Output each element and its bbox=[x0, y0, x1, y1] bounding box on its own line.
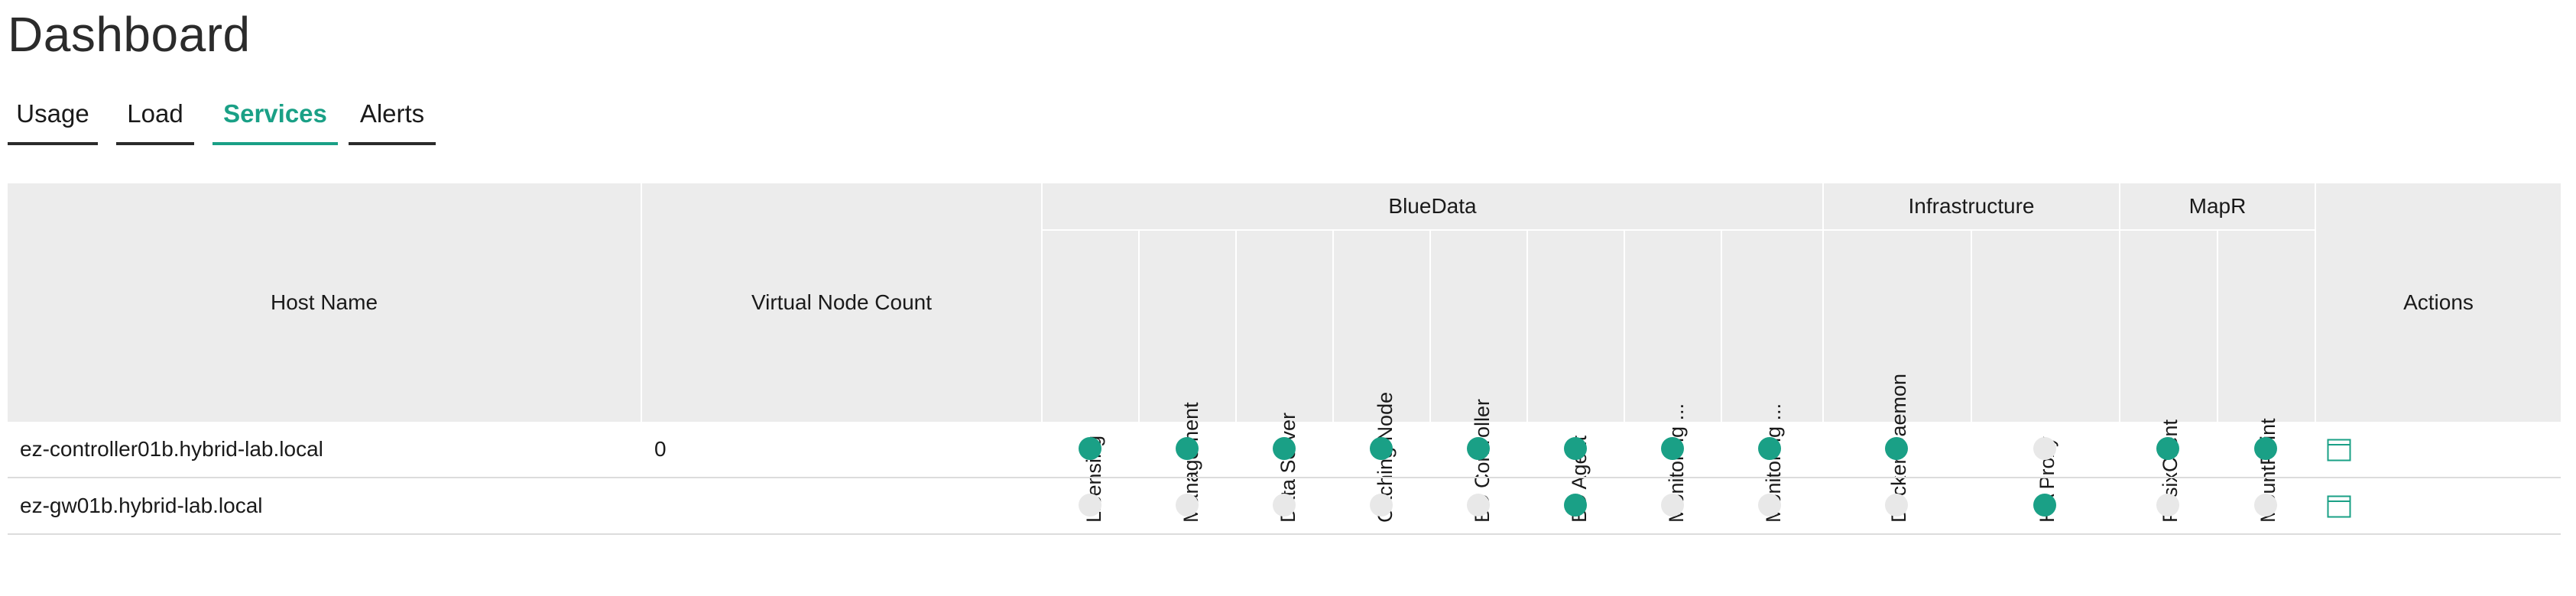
status-dot-gray bbox=[1661, 494, 1684, 517]
status-dot-green bbox=[1079, 437, 1101, 460]
group-header-mapr: MapR bbox=[2120, 183, 2315, 229]
virtual-node-count-header[interactable]: Virtual Node Count bbox=[642, 183, 1041, 422]
host-name-header[interactable]: Host Name bbox=[8, 183, 641, 422]
group-header-infrastructure: Infrastructure bbox=[1824, 183, 2119, 229]
status-dot-gray bbox=[1467, 494, 1490, 517]
status-dot-gray bbox=[1885, 494, 1908, 517]
actions-header: Actions bbox=[2316, 183, 2561, 422]
window-icon[interactable] bbox=[2327, 439, 2351, 462]
status-dot-green bbox=[1176, 437, 1199, 460]
services-table: Host Name Virtual Node Count BlueData In… bbox=[8, 183, 2561, 536]
tab-alerts[interactable]: Alerts bbox=[349, 86, 436, 145]
status-dot-green bbox=[2254, 437, 2277, 460]
status-dot-green bbox=[1661, 437, 1684, 460]
status-dot-green bbox=[1564, 437, 1587, 460]
status-dot-gray bbox=[2033, 437, 2056, 460]
status-dot-gray bbox=[1176, 494, 1199, 517]
status-dot-green bbox=[1370, 437, 1393, 460]
tab-services[interactable]: Services bbox=[213, 86, 338, 145]
table-row[interactable]: ez-gw01b.hybrid-lab.local bbox=[8, 478, 2561, 535]
group-header-bluedata: BlueData bbox=[1043, 183, 1822, 229]
tab-usage[interactable]: Usage bbox=[8, 86, 98, 145]
host-name-cell[interactable]: ez-controller01b.hybrid-lab.local bbox=[20, 437, 323, 461]
status-dot-green bbox=[1273, 437, 1296, 460]
status-dot-green bbox=[1467, 437, 1490, 460]
window-icon[interactable] bbox=[2327, 495, 2351, 518]
status-dot-gray bbox=[1273, 494, 1296, 517]
status-dot-gray bbox=[1370, 494, 1393, 517]
status-dot-green bbox=[1758, 437, 1781, 460]
host-name-cell[interactable]: ez-gw01b.hybrid-lab.local bbox=[20, 494, 263, 517]
status-dot-green bbox=[2033, 494, 2056, 517]
status-dot-gray bbox=[1758, 494, 1781, 517]
page-title: Dashboard bbox=[8, 7, 251, 62]
virtual-node-count-cell: 0 bbox=[654, 437, 667, 461]
status-dot-green bbox=[2156, 437, 2179, 460]
status-dot-gray bbox=[1079, 494, 1101, 517]
status-dot-gray bbox=[2254, 494, 2277, 517]
tab-load[interactable]: Load bbox=[116, 86, 194, 145]
status-dot-green bbox=[1885, 437, 1908, 460]
table-row[interactable]: ez-controller01b.hybrid-lab.local 0 bbox=[8, 422, 2561, 478]
status-dot-gray bbox=[2156, 494, 2179, 517]
status-dot-green bbox=[1564, 494, 1587, 517]
